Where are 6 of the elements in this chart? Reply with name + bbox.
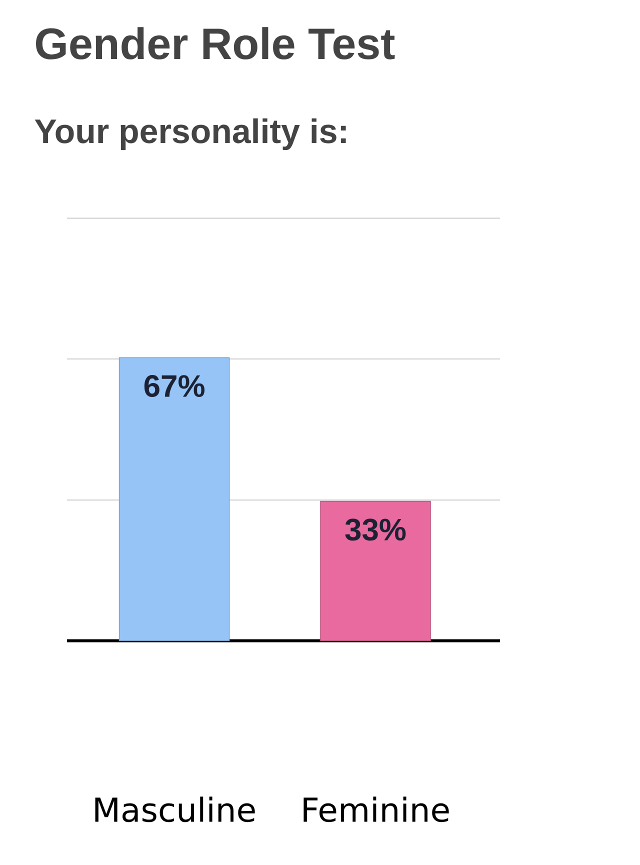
- x-tick-label: Masculine: [95, 796, 255, 822]
- chart-title: Gender Role Test: [36, 27, 395, 60]
- x-tick-label: Feminine: [304, 796, 449, 822]
- data-label: 67%: [144, 375, 204, 397]
- chart-subtitle: Your personality is:: [34, 118, 346, 150]
- data-label: 33%: [345, 518, 406, 541]
